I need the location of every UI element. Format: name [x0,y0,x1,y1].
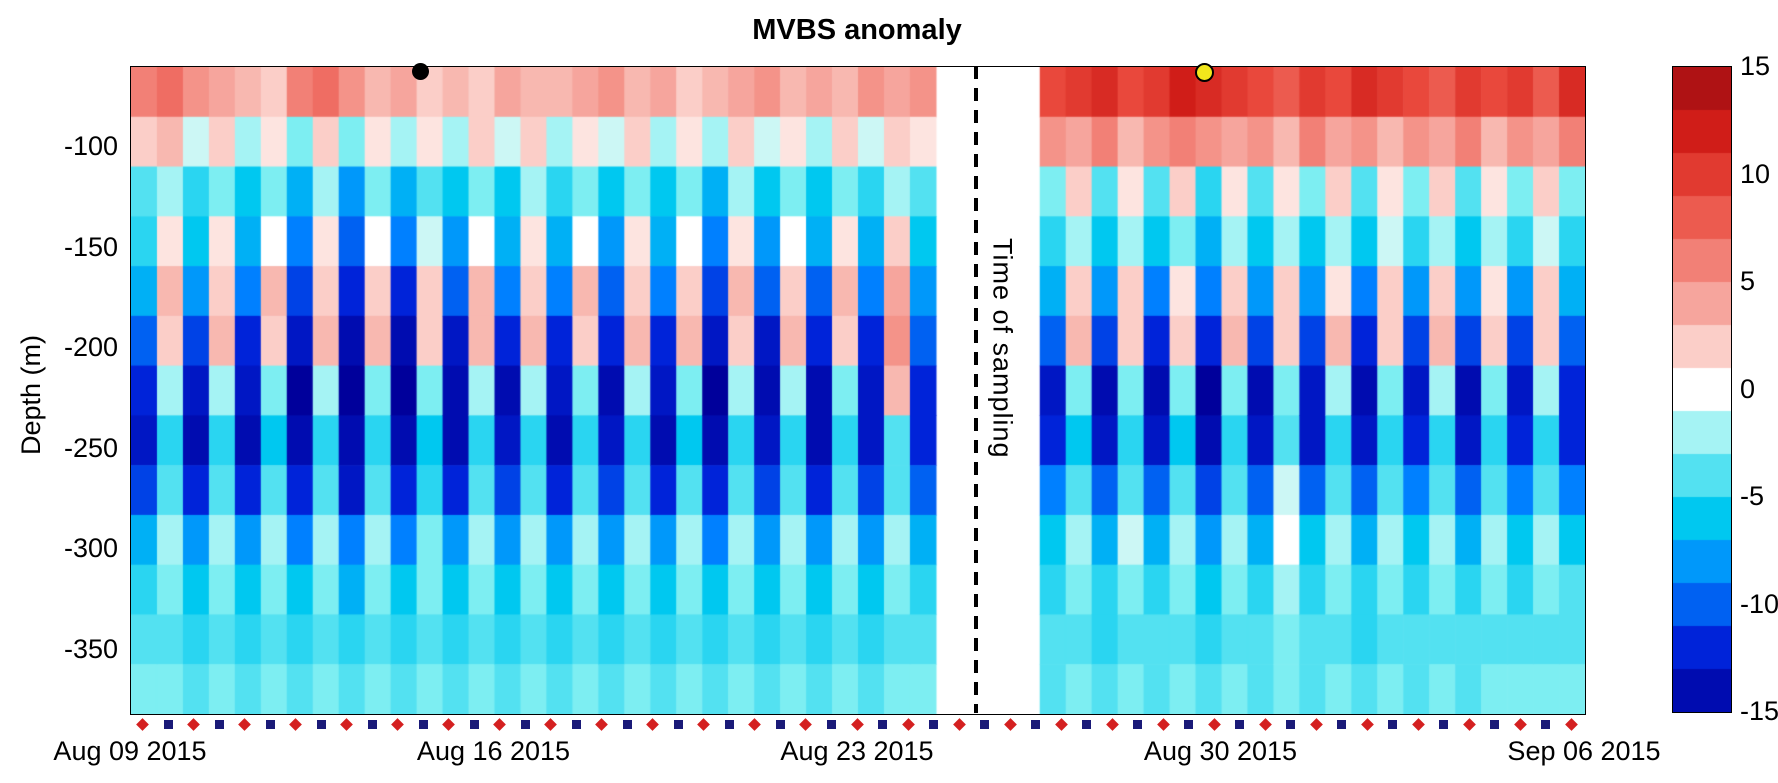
red-diamond-marker [544,718,558,731]
heatmap-canvas [130,66,1586,715]
red-diamond-marker [901,718,915,731]
navy-square-marker [826,720,836,729]
navy-square-marker [520,720,530,729]
navy-square-marker [1184,720,1194,729]
y-tick-label: -350 [63,633,118,664]
red-diamond-marker [136,718,150,731]
navy-square-marker [1031,720,1041,729]
red-diamond-marker [1207,718,1221,731]
y-tick-label: -250 [63,432,118,463]
navy-square-marker [724,720,734,729]
navy-square-marker [418,720,428,729]
navy-square-marker [1439,720,1449,729]
red-diamond-marker [850,718,864,731]
navy-square-marker [980,720,990,729]
navy-square-marker [673,720,683,729]
red-diamond-marker [1513,718,1527,731]
red-diamond-marker [1105,718,1119,731]
colorbar-tick-label: -10 [1740,588,1778,619]
red-diamond-marker [952,718,966,731]
navy-square-marker [469,720,479,729]
x-tick-label: Aug 23 2015 [780,736,934,766]
red-diamond-marker [442,718,456,731]
navy-square-marker [775,720,785,729]
colorbar-tick-label: 15 [1740,51,1771,81]
time-of-sampling-label: Time of sampling [987,238,1018,459]
red-diamond-marker [1360,718,1374,731]
x-tick-label: Aug 30 2015 [1143,736,1298,766]
time-of-sampling-line [974,66,979,713]
bottom-marker-row [130,717,1584,733]
navy-square-marker [929,720,939,729]
navy-square-marker [1235,720,1245,729]
red-diamond-marker [391,718,405,731]
navy-square-marker [367,720,377,729]
colorbar-tick-label: -15 [1740,696,1778,726]
colorbar-tick-label: 10 [1740,158,1771,189]
navy-square-marker [1541,720,1551,729]
red-diamond-marker [1309,718,1323,731]
x-tick-label: Sep 06 2015 [1507,736,1661,766]
navy-square-marker [265,720,275,729]
yellow-circle-marker [1195,63,1215,82]
red-diamond-marker [1054,718,1068,731]
red-diamond-marker [697,718,711,731]
red-diamond-marker [1564,718,1578,731]
red-diamond-marker [493,718,507,731]
colorbar-tick-label: 5 [1740,266,1756,296]
navy-square-marker [622,720,632,729]
red-diamond-marker [1156,718,1170,731]
red-diamond-marker [748,718,762,731]
red-diamond-marker [595,718,609,731]
navy-square-marker [316,720,326,729]
x-tick-label: Aug 16 2015 [416,736,571,766]
red-diamond-marker [646,718,660,731]
y-tick-label: -150 [63,231,118,262]
navy-square-marker [1286,720,1296,729]
y-tick-label: -200 [63,332,118,363]
navy-square-marker [1082,720,1092,729]
red-diamond-marker [289,718,303,731]
navy-square-marker [1337,720,1347,729]
y-tick-label: -300 [63,533,118,564]
navy-square-marker [1133,720,1143,729]
red-diamond-marker [238,718,252,731]
navy-square-marker [571,720,581,729]
y-tick-label: -100 [63,131,118,162]
colorbar-canvas [1672,66,1732,713]
red-diamond-marker [1258,718,1272,731]
red-diamond-marker [799,718,813,731]
colorbar-tick-label: 0 [1740,373,1756,404]
navy-square-marker [1490,720,1500,729]
colorbar-tick-label: -5 [1740,481,1765,511]
navy-square-marker [1388,720,1398,729]
chart-title: MVBS anomaly [752,14,962,46]
x-tick-label: Aug 09 2015 [53,736,207,766]
red-diamond-marker [1411,718,1425,731]
navy-square-marker [163,720,173,729]
navy-square-marker [214,720,224,729]
red-diamond-marker [340,718,354,731]
black-circle-marker [412,63,430,80]
red-diamond-marker [1003,718,1017,731]
red-diamond-marker [187,718,201,731]
red-diamond-marker [1462,718,1476,731]
navy-square-marker [878,720,887,729]
